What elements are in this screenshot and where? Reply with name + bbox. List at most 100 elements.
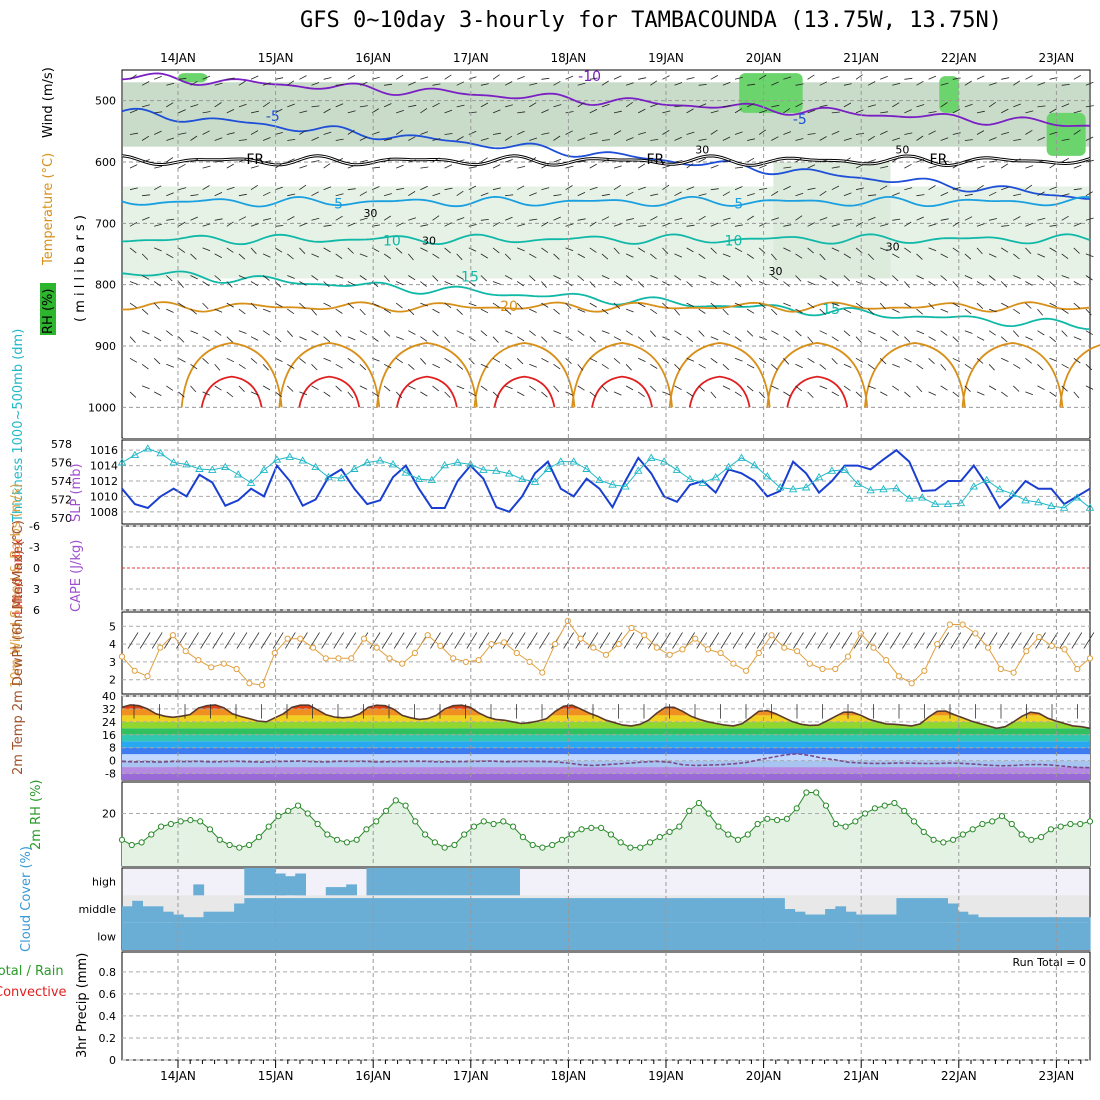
thickness-point <box>956 498 966 507</box>
wind-barb <box>988 308 997 313</box>
wind-barb <box>359 81 368 86</box>
wind-barb <box>541 163 549 169</box>
wind-barb <box>238 385 245 392</box>
wind-barb <box>1013 193 1022 197</box>
hot-contour-lobe <box>786 375 849 408</box>
wind-barb <box>904 221 912 227</box>
wind-barb <box>565 75 574 80</box>
wind-barb <box>323 77 332 80</box>
wind-barb <box>916 330 925 335</box>
wind-barb <box>988 82 997 86</box>
wind-barb <box>976 110 985 114</box>
wind-barb <box>880 111 889 114</box>
wind-barb <box>129 221 138 227</box>
thickness-tick-label: 576 <box>51 457 72 470</box>
wind-speed-point <box>450 655 457 662</box>
wind-barb <box>1025 357 1032 364</box>
wind-barb <box>759 164 767 169</box>
surface-wind-barb <box>793 632 804 649</box>
wind-barb <box>916 308 923 315</box>
cloud-bar-middle <box>274 898 286 923</box>
wind-barb <box>904 132 913 135</box>
cloud-bar-middle <box>865 914 877 923</box>
temp-contour <box>121 270 1091 330</box>
wind-barb <box>747 138 755 141</box>
cloud-bar-middle <box>743 898 755 923</box>
wind-barb <box>746 330 754 337</box>
wind-barb <box>190 158 199 163</box>
wind-barb <box>855 132 864 135</box>
cloud-bar-middle <box>998 917 1010 923</box>
wind-barb <box>565 165 574 169</box>
wind-barb <box>892 82 901 86</box>
wind-barb <box>444 133 453 135</box>
rh2m-point <box>656 834 663 841</box>
wind-speed-point <box>297 635 304 642</box>
wind-barb <box>480 83 489 86</box>
rh2m-point <box>568 831 575 838</box>
rh2m-point <box>539 844 546 851</box>
thickness-point <box>621 482 630 490</box>
precip-tick-label: 0.2 <box>99 1032 117 1045</box>
wind-speed-point <box>335 655 342 662</box>
wind-barb <box>625 385 634 391</box>
wind-barb <box>529 330 536 337</box>
wind-barb <box>141 253 149 260</box>
wind-barb <box>226 281 233 288</box>
contour-label: -10 <box>578 69 601 85</box>
wind-barb <box>976 281 985 287</box>
wind-barb <box>178 336 185 343</box>
wind-barb <box>1013 80 1021 86</box>
wind-barb <box>807 222 815 227</box>
wind-barb <box>541 247 549 253</box>
wind-barb <box>650 253 657 260</box>
cloud-bar-low <box>437 922 449 950</box>
wind-barb <box>250 130 259 135</box>
wind-barb <box>444 222 452 227</box>
wind-barb <box>686 391 694 397</box>
wind-barb <box>1013 385 1020 392</box>
legend-total: Total <box>0 964 22 979</box>
wind-barb <box>1061 103 1070 108</box>
wind-barb <box>1085 308 1092 316</box>
wind-barb <box>504 253 512 260</box>
wind-barb <box>976 75 985 80</box>
wind-barb <box>831 185 840 191</box>
wind-barb <box>166 137 175 141</box>
surface-wind-barb <box>926 632 937 649</box>
wind-barb <box>238 103 247 108</box>
cloud-bar-middle <box>774 898 785 923</box>
wind-barb <box>420 247 428 252</box>
cloud-bar-low <box>631 922 643 950</box>
wind-barb <box>214 218 223 221</box>
cloud-bar-high <box>264 868 276 896</box>
surface-wind-barb <box>176 632 187 649</box>
wind-barb <box>1000 281 1008 288</box>
cloud-bar-middle <box>448 898 459 923</box>
rh-contour-label: 30 <box>886 241 900 254</box>
wind-barb <box>1061 385 1068 392</box>
wind-barb <box>1013 308 1021 315</box>
wind-barb <box>722 191 731 197</box>
wind-barb <box>879 336 888 342</box>
wind-barb <box>1013 103 1021 108</box>
wind-barb <box>383 103 392 108</box>
wind-barb <box>468 391 476 397</box>
wind-barb <box>468 185 477 191</box>
thickness-point <box>698 478 708 486</box>
surface-wind-barb <box>248 632 260 649</box>
surface-wind-barb <box>1023 632 1034 649</box>
surface-wind-barb <box>623 632 635 649</box>
wind-barb <box>359 330 368 336</box>
surface-wind-barb <box>756 632 768 649</box>
wind-barb <box>553 330 562 335</box>
wind-barb <box>1049 163 1057 169</box>
temp-band <box>122 696 1090 702</box>
wind-barb <box>916 216 924 221</box>
wind-barb <box>190 135 198 141</box>
thickness-point <box>543 464 553 472</box>
wind-barb <box>311 308 318 316</box>
cloud-bar-low <box>753 922 765 950</box>
wind-speed-point <box>615 641 622 648</box>
